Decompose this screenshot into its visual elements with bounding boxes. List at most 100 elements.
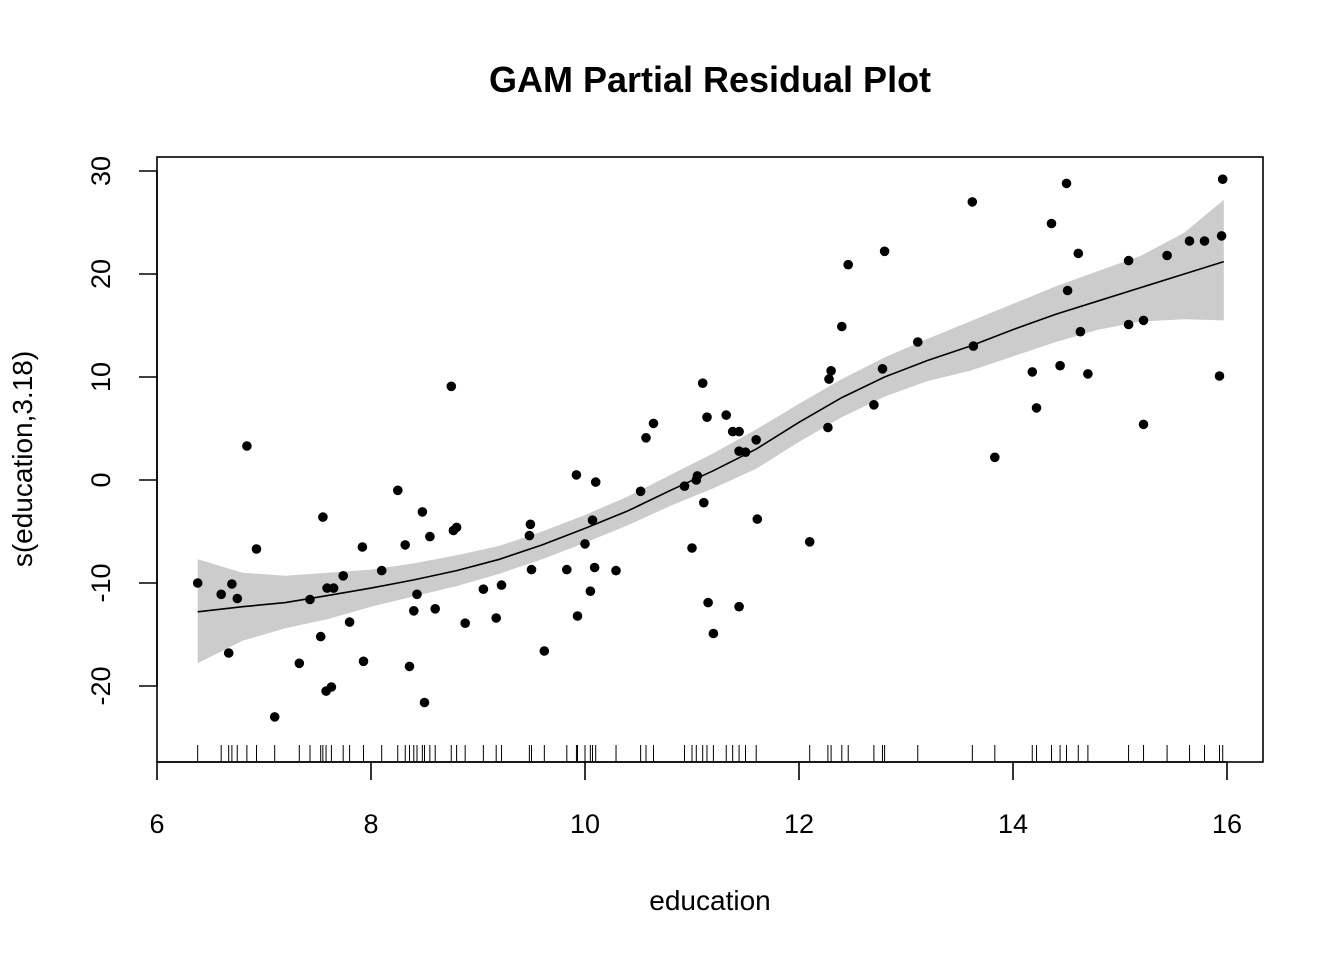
residual-point xyxy=(585,586,596,596)
residual-point xyxy=(587,515,598,525)
smooth-line-layer xyxy=(197,260,1225,613)
residual-point xyxy=(1061,178,1072,189)
residual-point xyxy=(1217,174,1228,184)
residual-point xyxy=(751,435,761,445)
smooth-fit-line xyxy=(197,260,1225,613)
residual-point xyxy=(1162,250,1172,261)
x-axis-label: education xyxy=(649,885,770,916)
residual-point xyxy=(804,537,815,547)
residual-point xyxy=(843,259,853,270)
residual-points-layer xyxy=(192,174,1228,722)
residual-point xyxy=(1055,360,1065,371)
residual-point xyxy=(491,613,502,623)
residual-point xyxy=(338,571,349,581)
residual-point xyxy=(1184,236,1195,246)
residual-point xyxy=(294,658,305,669)
y-tick-label: 0 xyxy=(86,472,116,487)
x-tick-label: 16 xyxy=(1212,809,1242,839)
residual-point xyxy=(430,604,441,614)
residual-point xyxy=(1216,231,1227,241)
residual-point xyxy=(328,583,339,593)
residual-point xyxy=(400,540,411,550)
residual-point xyxy=(1073,248,1084,259)
residual-point xyxy=(358,656,369,667)
residual-point xyxy=(357,542,368,552)
residual-point xyxy=(227,579,237,589)
x-axis: 6 8 10 12 14 16 xyxy=(149,761,1242,839)
x-tick-label: 14 xyxy=(998,809,1028,839)
residual-point xyxy=(635,486,646,497)
residual-point xyxy=(478,584,489,594)
residual-point xyxy=(344,617,355,627)
residual-point xyxy=(1199,236,1210,246)
residual-point xyxy=(702,412,712,423)
residual-point xyxy=(232,593,243,604)
residual-point xyxy=(1031,403,1042,413)
residual-point xyxy=(404,661,415,672)
residual-point xyxy=(699,497,709,508)
residual-point xyxy=(877,364,888,374)
residual-point xyxy=(1214,371,1225,381)
residual-point xyxy=(879,246,890,257)
residual-point xyxy=(967,197,978,207)
residual-point xyxy=(990,452,1000,463)
chart-title: GAM Partial Residual Plot xyxy=(489,59,931,100)
residual-point xyxy=(611,565,621,576)
residual-point xyxy=(697,378,708,389)
y-axis: -20 -10 0 10 20 30 xyxy=(86,156,158,706)
residual-point xyxy=(393,485,403,496)
residual-point xyxy=(525,519,536,530)
residual-point xyxy=(571,470,582,480)
residual-point xyxy=(216,589,226,600)
residual-point xyxy=(446,381,457,392)
residual-point xyxy=(1075,326,1086,337)
y-tick-label: -20 xyxy=(86,666,116,705)
residual-point xyxy=(269,712,280,722)
residual-point xyxy=(580,539,590,549)
residual-point xyxy=(376,565,387,576)
y-tick-label: 10 xyxy=(86,362,116,392)
residual-point xyxy=(692,471,703,481)
residual-point xyxy=(1083,369,1093,379)
residual-point xyxy=(572,611,583,621)
residual-point xyxy=(223,648,234,658)
residual-point xyxy=(305,594,315,605)
residual-point xyxy=(526,564,537,575)
residual-point xyxy=(1123,319,1134,330)
residual-point xyxy=(968,341,979,351)
residual-point xyxy=(326,682,337,692)
residual-point xyxy=(425,531,435,542)
y-tick-label: 30 xyxy=(86,156,116,186)
residual-point xyxy=(562,564,572,575)
residual-point xyxy=(734,601,744,612)
residual-point xyxy=(648,418,659,429)
confidence-band xyxy=(197,199,1224,664)
residual-point xyxy=(1138,315,1149,326)
residual-point xyxy=(1123,255,1134,266)
residual-point xyxy=(823,422,833,433)
residual-point xyxy=(913,337,923,347)
residual-point xyxy=(451,522,462,533)
residual-point xyxy=(708,628,719,639)
residual-point xyxy=(251,544,262,554)
residual-point xyxy=(589,562,600,573)
residual-point xyxy=(869,400,879,410)
x-tick-label: 6 xyxy=(149,809,164,839)
y-tick-label: -10 xyxy=(86,563,116,602)
residual-point xyxy=(318,512,328,522)
residual-point xyxy=(539,646,550,656)
residual-point xyxy=(1138,419,1149,430)
residual-point xyxy=(590,477,601,487)
residual-point xyxy=(837,321,847,332)
residual-point xyxy=(460,618,471,628)
residual-point xyxy=(412,589,422,600)
rug-layer xyxy=(197,745,1224,762)
residual-point xyxy=(1046,218,1057,229)
residual-point xyxy=(734,426,744,437)
residual-point xyxy=(419,697,430,708)
residual-point xyxy=(242,441,252,451)
residual-point xyxy=(1027,367,1038,377)
residual-point xyxy=(721,410,731,420)
residual-point xyxy=(687,543,697,553)
